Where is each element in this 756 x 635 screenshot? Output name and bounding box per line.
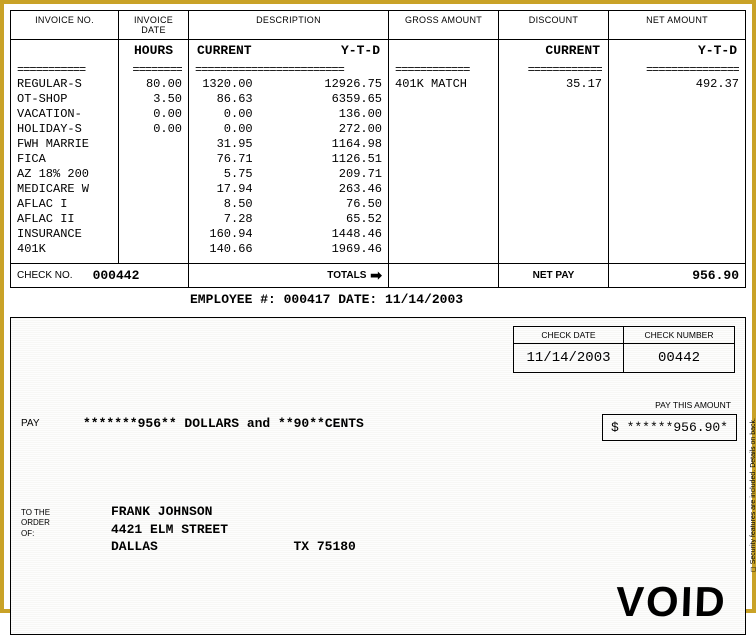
payee-zip: TX 75180 [293, 539, 355, 554]
payee-city: DALLAS [111, 539, 158, 554]
check-no-label: CHECK NO. [17, 270, 73, 281]
check-date-label: CHECK DATE [514, 327, 623, 344]
col-labels: ===========REGULAR-SOT-SHOPVACATION-HOLI… [11, 61, 119, 263]
row-label: MEDICARE W [17, 182, 112, 197]
net-pay-label: NET PAY [499, 264, 609, 287]
row-label: FICA [17, 152, 112, 167]
hdr-net: NET AMOUNT [609, 11, 745, 39]
check-no-cell: CHECK NO. 000442 [11, 264, 189, 287]
row-desc: 0.00 272.00 [195, 122, 382, 137]
row-desc: 160.94 1448.46 [195, 227, 382, 242]
payee-name: FRANK JOHNSON [111, 503, 356, 521]
row-desc: 76.71 1126.51 [195, 152, 382, 167]
row-gross: 401K MATCH [395, 77, 492, 92]
order: ORDER [21, 518, 50, 528]
row-desc: 5.75 209.71 [195, 167, 382, 182]
header-row: INVOICE NO. INVOICE DATE DESCRIPTION GRO… [11, 11, 745, 40]
sub-ytd2: Y-T-D [609, 40, 745, 61]
pay-words: *******956** DOLLARS and **90**CENTS [83, 416, 364, 431]
to-the: TO THE [21, 508, 50, 518]
check-no-value: 000442 [93, 268, 140, 283]
hdr-discount: DISCOUNT [499, 11, 609, 39]
row-label: VACATION- [17, 107, 112, 122]
hdr-invoice-date: INVOICE DATE [119, 11, 189, 39]
col-gross: ============401K MATCH [389, 61, 499, 263]
row-hours: 0.00 [125, 122, 182, 137]
net-pay-value: 956.90 [609, 264, 745, 287]
row-label: FWH MARRIE [17, 137, 112, 152]
sub-blank2 [389, 40, 499, 61]
of: OF: [21, 529, 50, 539]
sub-hours: HOURS [119, 40, 189, 61]
row-label: AZ 18% 200 [17, 167, 112, 182]
col-hours: ========80.003.500.000.00 [119, 61, 189, 263]
row-label: OT-SHOP [17, 92, 112, 107]
row-label: AFLAC I [17, 197, 112, 212]
sub-current: CURRENT [197, 43, 252, 58]
arrow-icon: ➡ [366, 267, 382, 284]
row-label: 401K [17, 242, 112, 257]
col-desc: ======================== 1320.00 12926.7… [189, 61, 389, 263]
sub-desc: CURRENT Y-T-D [189, 40, 389, 61]
hdr-invoice-no: INVOICE NO. [11, 11, 119, 39]
hdr-gross: GROSS AMOUNT [389, 11, 499, 39]
row-hours: 80.00 [125, 77, 182, 92]
row-desc: 86.63 6359.65 [195, 92, 382, 107]
row-net: 492.37 [615, 77, 739, 92]
hdr-description: DESCRIPTION [189, 11, 389, 39]
pay-label: PAY [21, 418, 40, 429]
row-hours: 3.50 [125, 92, 182, 107]
row-desc: 8.50 76.50 [195, 197, 382, 212]
stub-table: INVOICE NO. INVOICE DATE DESCRIPTION GRO… [10, 10, 746, 288]
row-desc: 1320.00 12926.75 [195, 77, 382, 92]
row-hours: 0.00 [125, 107, 182, 122]
payee-block: FRANK JOHNSON 4421 ELM STREET DALLAS TX … [111, 503, 356, 556]
row-desc: 17.94 263.46 [195, 182, 382, 197]
sub-ytd: Y-T-D [341, 43, 380, 58]
row-desc: 140.66 1969.46 [195, 242, 382, 257]
row-label: REGULAR-S [17, 77, 112, 92]
payee-city-line: DALLAS TX 75180 [111, 538, 356, 556]
employee-line: EMPLOYEE #: 000417 DATE: 11/14/2003 [10, 288, 746, 315]
check-date-value: 11/14/2003 [514, 344, 623, 372]
row-desc: 0.00 136.00 [195, 107, 382, 122]
sub-current2: CURRENT [499, 40, 609, 61]
totals-blank [389, 264, 499, 287]
row-desc: 31.95 1164.98 [195, 137, 382, 152]
body-wrap: ===========REGULAR-SOT-SHOPVACATION-HOLI… [11, 61, 745, 263]
check-area: CHECK DATE 11/14/2003 CHECK NUMBER 00442… [10, 317, 746, 635]
col-disc: ============35.17 [499, 61, 609, 263]
security-text: ◻ Security features are included. Detail… [749, 418, 756, 572]
row-label: HOLIDAY-S [17, 122, 112, 137]
pay-amount-box: $ ******956.90* [602, 414, 737, 441]
to-order-label: TO THE ORDER OF: [21, 508, 50, 539]
col-net: ===============492.37 [609, 61, 745, 263]
totals-label-cell: TOTALS ➡ [189, 264, 389, 287]
check-date-box: CHECK DATE 11/14/2003 CHECK NUMBER 00442 [513, 326, 735, 373]
subheader-row: HOURS CURRENT Y-T-D CURRENT Y-T-D [11, 40, 745, 61]
check-number-label: CHECK NUMBER [624, 327, 734, 344]
row-desc: 7.28 65.52 [195, 212, 382, 227]
sub-blank1 [11, 40, 119, 61]
row-label: AFLAC II [17, 212, 112, 227]
void-stamp: VOID [615, 578, 727, 626]
totals-label: TOTALS [327, 270, 366, 281]
pay-this-amount-label: PAY THIS AMOUNT [655, 400, 731, 410]
row-label: INSURANCE [17, 227, 112, 242]
row-disc: 35.17 [505, 77, 602, 92]
check-number-value: 00442 [624, 344, 734, 372]
totals-row: CHECK NO. 000442 TOTALS ➡ NET PAY 956.90 [11, 263, 745, 287]
payee-addr1: 4421 ELM STREET [111, 521, 356, 539]
paystub-document: INVOICE NO. INVOICE DATE DESCRIPTION GRO… [0, 0, 756, 613]
